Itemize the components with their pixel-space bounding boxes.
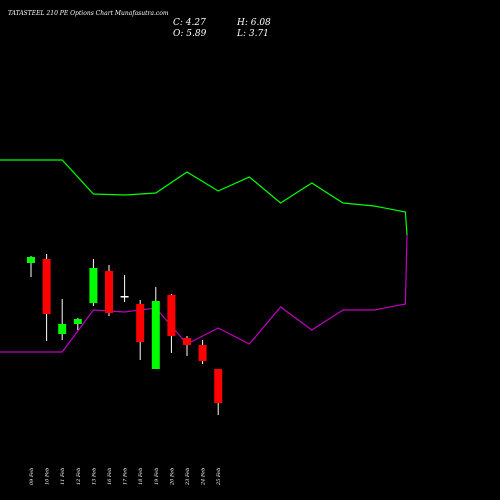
upper-band-line — [0, 159, 408, 236]
x-tick-label: 12 Feb — [76, 468, 82, 485]
x-tick-label: 10 Feb — [45, 468, 51, 485]
x-tick-label: 19 Feb — [154, 468, 160, 485]
chart-title: TATASTEEL 210 PE Options Chart Munafasut… — [8, 10, 169, 17]
candle-body — [58, 324, 67, 334]
candle-body — [183, 338, 191, 345]
x-tick-label: 23 Feb — [185, 468, 191, 486]
candle — [42, 254, 51, 341]
x-tick-label: 18 Feb — [138, 468, 144, 485]
x-tick-label: 09 Feb — [29, 468, 35, 485]
candle-body — [198, 345, 207, 361]
x-tick-label: 11 Feb — [60, 468, 66, 485]
candle-body — [89, 268, 98, 303]
candle — [105, 265, 113, 316]
candle — [89, 259, 98, 306]
open-readout: O: 5.89 — [173, 29, 207, 39]
candle — [58, 299, 67, 340]
candle-body — [27, 257, 35, 263]
lower-band-line — [0, 234, 408, 353]
x-tick-label: 25 Feb — [216, 468, 222, 486]
candle — [198, 340, 207, 364]
close-readout: C: 4.27 — [173, 18, 206, 28]
x-tick-label: 20 Feb — [169, 468, 175, 486]
x-axis-ticks: 09 Feb 10 Feb 11 Feb 12 Feb 13 Feb 16 Feb 17 F… — [29, 468, 222, 486]
indicator-bands — [0, 159, 408, 353]
candle-body — [151, 301, 160, 369]
candle-body — [105, 271, 113, 313]
candle-body — [73, 319, 82, 324]
candle — [27, 256, 35, 277]
candle-body — [42, 259, 51, 314]
x-tick-label: 13 Feb — [91, 468, 97, 485]
candle-body — [167, 295, 176, 336]
candle — [73, 318, 82, 330]
x-tick-label: 16 Feb — [107, 468, 113, 485]
x-tick-label: 17 Feb — [123, 468, 129, 485]
candlestick-series — [27, 254, 223, 415]
candle — [183, 336, 191, 356]
candle — [214, 369, 223, 415]
candle — [151, 287, 160, 369]
low-readout: L: 3.71 — [236, 29, 269, 39]
candle — [136, 300, 145, 360]
high-readout: H: 6.08 — [236, 18, 271, 28]
candle — [167, 294, 176, 353]
candle-body — [214, 369, 223, 403]
x-tick-label: 24 Feb — [201, 468, 207, 486]
candle-body — [136, 304, 145, 342]
candle-body — [120, 296, 129, 298]
candle — [120, 275, 129, 302]
